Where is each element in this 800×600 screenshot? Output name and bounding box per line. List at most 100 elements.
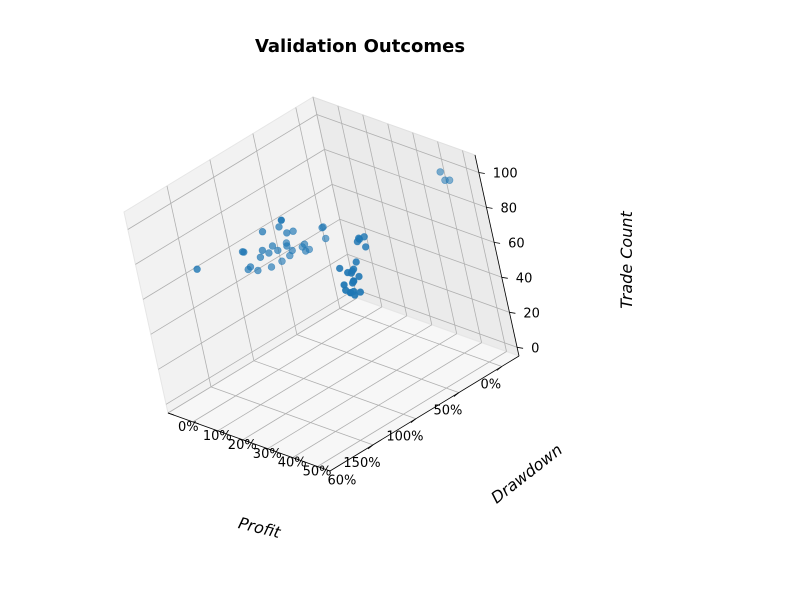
x-axis-line <box>329 355 520 472</box>
scatter-point <box>319 223 327 231</box>
z-tick-label: 20 <box>523 306 540 321</box>
y-tick-label: 0% <box>178 420 199 435</box>
scatter-point <box>256 253 265 261</box>
z-grid-line <box>165 288 356 405</box>
y-grid-line <box>437 141 482 343</box>
y-grid-line <box>337 105 383 307</box>
scatter-point <box>238 248 247 256</box>
x-grid-line <box>295 107 341 309</box>
z-grid-line <box>324 149 487 208</box>
scatter-point <box>268 242 277 250</box>
z-tick-label: 100 <box>493 167 518 182</box>
z-grid-line <box>135 149 325 265</box>
scatter-point <box>265 249 273 257</box>
chart-title: Validation Outcomes <box>255 36 465 57</box>
x-grid-line <box>209 159 255 361</box>
z-grid-line <box>158 253 348 370</box>
z-axis-line <box>474 154 520 357</box>
scatter-point <box>351 291 359 299</box>
scatter-point <box>193 265 201 273</box>
scatter-point <box>322 234 330 243</box>
y-grid-line <box>362 114 408 316</box>
x-grid-line <box>296 334 460 393</box>
y-tick-label: 30% <box>253 447 282 462</box>
y-axis-line <box>167 412 331 472</box>
x-grid-line <box>252 133 298 335</box>
x-grid-line <box>253 360 417 420</box>
scatter-point <box>254 266 262 275</box>
z-grid-line <box>331 184 495 243</box>
scatter-point <box>305 245 313 254</box>
y-grid-line <box>462 150 507 352</box>
scatter-point <box>258 228 267 236</box>
scatter-point <box>342 286 350 294</box>
z-tick-label: 80 <box>501 201 518 216</box>
y-grid-line <box>242 324 433 441</box>
y-grid-line <box>267 333 457 450</box>
x-grid-line <box>339 308 502 367</box>
y-tick-label: 10% <box>203 429 232 444</box>
scatter-point <box>352 258 360 266</box>
scatter-point <box>349 265 358 273</box>
y-tick-label: 20% <box>228 438 257 453</box>
z-tick-mark <box>501 276 508 279</box>
z-tick-mark <box>509 311 516 314</box>
z-axis-label: Trade Count <box>617 211 636 309</box>
z-tick-label: 60 <box>508 236 525 251</box>
z-grid-line <box>354 288 518 348</box>
z-grid-line <box>347 253 510 313</box>
scatter-point <box>275 223 283 231</box>
z-grid-line <box>339 218 502 278</box>
x-grid-line <box>210 386 374 446</box>
z-tick-mark <box>478 172 485 174</box>
z-grid-line <box>127 114 318 230</box>
scatter-point <box>267 263 276 271</box>
data-points <box>193 168 454 299</box>
y-grid-line <box>167 297 358 414</box>
grid-lines <box>127 96 524 472</box>
x-tick-label: 100% <box>386 430 423 445</box>
x-tick-label: 0% <box>480 378 501 393</box>
z-grid-line <box>142 184 333 300</box>
scatter-point <box>362 243 370 251</box>
scatter-point <box>355 272 363 281</box>
y-grid-line <box>312 96 358 299</box>
y-grid-line <box>387 123 433 325</box>
y-grid-line <box>192 306 383 423</box>
y-tick-label: 60% <box>328 474 357 489</box>
z-tick-mark <box>494 242 501 244</box>
y-grid-line <box>217 315 408 432</box>
z-tick-label: 0 <box>531 341 539 356</box>
y-grid-line <box>292 342 482 458</box>
scatter-point <box>282 239 291 247</box>
z-grid-line <box>316 114 479 173</box>
z-grid-line <box>150 218 341 335</box>
y-grid-line <box>317 351 507 467</box>
scatter-point <box>445 176 454 184</box>
scatter-point <box>289 227 297 235</box>
tick-labels: 0%50%100%150%0%10%20%30%40%50%60%0204060… <box>178 167 540 489</box>
scatter-point <box>350 277 358 285</box>
x-tick-label: 150% <box>343 456 380 471</box>
scatter-point <box>336 264 344 273</box>
scatter-point <box>436 168 444 176</box>
scatter-point <box>277 216 285 224</box>
scatter-point <box>274 246 282 255</box>
scatter-point <box>355 234 363 242</box>
y-tick-label: 40% <box>278 456 307 471</box>
z-tick-mark <box>517 346 524 349</box>
scatter-point <box>278 257 286 265</box>
y-tick-label: 50% <box>303 465 332 480</box>
z-tick-label: 40 <box>516 271 533 286</box>
scatter-point <box>286 251 294 260</box>
scatter-point <box>244 265 252 274</box>
x-grid-line <box>166 185 212 387</box>
scatter-point <box>283 229 291 237</box>
z-tick-mark <box>486 207 493 209</box>
scatter-point <box>356 288 365 296</box>
y-grid-line <box>412 132 458 334</box>
x-tick-label: 50% <box>433 404 462 419</box>
x-axis-label: Profit <box>236 513 283 542</box>
y-axis-label: Drawdown <box>487 440 566 507</box>
